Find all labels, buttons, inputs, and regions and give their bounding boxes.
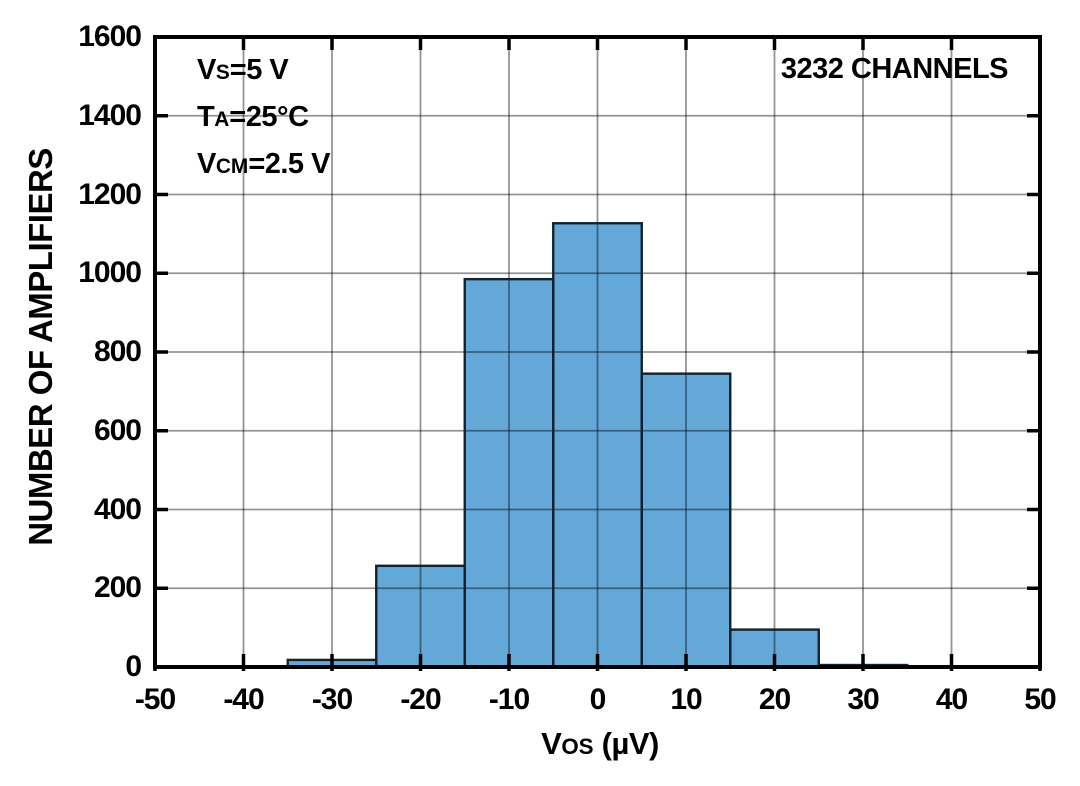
y-tick-label: 1000 <box>78 256 142 290</box>
y-tick-label: 1400 <box>78 98 142 132</box>
x-tick-label: -30 <box>311 683 353 716</box>
x-axis-title: VOS (µV) <box>440 726 760 762</box>
condition-common-mode-voltage: VCM=2.5 V <box>197 148 330 180</box>
histogram-bar <box>464 279 554 667</box>
histogram-bar <box>376 565 465 667</box>
y-tick-label: 200 <box>93 571 142 605</box>
x-tick-label: 10 <box>670 683 702 716</box>
y-tick-label: 600 <box>93 413 142 447</box>
x-tick-label: -10 <box>488 683 530 716</box>
y-tick-label: 1200 <box>78 177 142 211</box>
x-tick-label: -20 <box>400 683 441 716</box>
x-tick-label: 30 <box>847 683 879 716</box>
test-conditions: VS=5 V TA=25°C VCM=2.5 V <box>197 48 330 189</box>
x-tick-label: -40 <box>223 683 264 716</box>
condition-supply-voltage: VS=5 V <box>197 54 289 86</box>
x-tick-label: 20 <box>758 683 791 716</box>
channels-count-label: 3232 CHANNELS <box>780 53 1009 85</box>
plot-border <box>153 35 1042 669</box>
x-tick-label: 0 <box>589 683 607 716</box>
x-axis-title-subscript: OS <box>561 734 594 759</box>
condition-temperature: TA=25°C <box>197 101 309 133</box>
x-axis-title-units: (µV) <box>593 726 660 761</box>
x-tick-label: -50 <box>134 683 176 716</box>
histogram-bar <box>553 223 642 667</box>
x-tick-label: 50 <box>1024 683 1056 716</box>
y-tick-label: 800 <box>93 335 142 368</box>
y-tick-label: 0 <box>125 650 142 683</box>
x-axis-title-symbol: V <box>541 726 562 761</box>
y-tick-label: 1600 <box>78 20 142 53</box>
x-tick-label: 40 <box>935 683 968 716</box>
y-tick-label: 400 <box>93 492 142 526</box>
histogram-bar <box>641 373 731 667</box>
